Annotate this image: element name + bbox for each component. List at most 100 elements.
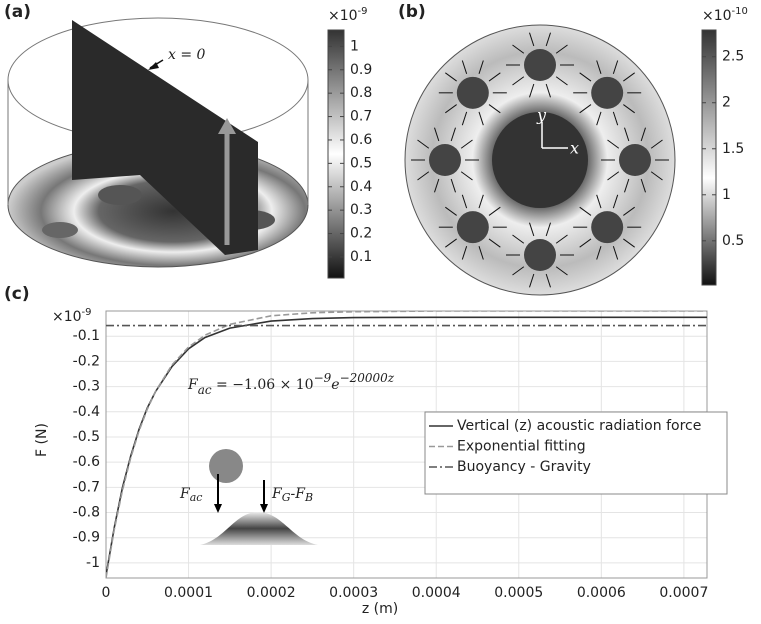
inset-part: F (271, 486, 283, 502)
colorbar-tick-label: 0.4 (350, 179, 372, 195)
field-node (429, 144, 461, 176)
field-node (524, 49, 556, 81)
field-arrow (607, 171, 620, 181)
field-arrow (512, 76, 525, 86)
eq-part: F (187, 377, 199, 393)
field-node (619, 144, 651, 176)
x-tick-label: 0.0007 (659, 585, 708, 601)
field-arrow (461, 246, 468, 260)
colorbar-tick-label: 0.8 (350, 85, 372, 101)
field-arrow (445, 206, 457, 216)
chart-layer: (a) x = 0 (b) y x (c) ×10-9 0.1 0.2 0.3 0.4 0… (4, 2, 748, 617)
field-arrow (488, 238, 501, 248)
panel-label: (a) (4, 2, 31, 22)
field-arrows (411, 32, 669, 288)
colorbar-tick-label: 2 (722, 95, 731, 111)
legend-label: Buoyancy - Gravity (457, 459, 591, 475)
field-arrow (624, 127, 630, 142)
field-arrow (555, 234, 568, 244)
colorbar-tick-label: 0.1 (350, 249, 372, 265)
field-arrow (650, 171, 663, 181)
y-tick-label: -0.7 (73, 479, 100, 495)
inset-arrowhead (260, 504, 268, 513)
field-arrow (545, 32, 551, 47)
scale-exponent: -9 (82, 307, 92, 318)
field-arrow (529, 273, 535, 288)
field-arrow (596, 60, 602, 74)
field-arrow (529, 83, 535, 98)
x-tick-label: 0.0002 (247, 585, 296, 601)
panel-label: (c) (4, 284, 30, 304)
colorbar-tick-label: 0.3 (350, 202, 372, 218)
axis-label: x (570, 139, 579, 158)
field-arrow (445, 238, 457, 248)
field-arrow (555, 76, 568, 86)
field-arrow (512, 44, 525, 54)
field-arrow (612, 60, 619, 74)
field-arrow (460, 139, 473, 149)
y-tick-label: -0.2 (73, 353, 100, 369)
eq-sup: −9 (314, 371, 332, 385)
colorbar-tick-label: 0.9 (350, 62, 372, 78)
field-arrow (488, 104, 501, 114)
field-arrow (623, 104, 635, 114)
field-arrow (512, 266, 525, 276)
field-arrow (640, 178, 646, 193)
field-arrow (607, 139, 620, 149)
colorbar-tick-label: 0.7 (350, 109, 372, 125)
field-arrow (460, 171, 473, 181)
y-tick-label: -1 (86, 555, 100, 571)
colorbar-tick-label: 1 (722, 187, 731, 203)
scale-label: ×10-9 (328, 6, 368, 24)
field-arrow (623, 72, 635, 82)
y-tick-label: -0.3 (73, 379, 100, 395)
colorbar-tick-label: 1 (350, 38, 359, 54)
y-tick-label: -0.4 (73, 404, 100, 420)
y-tick-label: -0.1 (73, 328, 100, 344)
field-arrow (434, 178, 440, 193)
field-arrow (640, 127, 646, 142)
eq-part: e (331, 377, 339, 393)
field-arrow (623, 238, 635, 248)
x-tick-label: 0 (102, 585, 111, 601)
field-arrow (545, 83, 551, 98)
field-arrow (579, 238, 592, 248)
inset-part: -F (291, 486, 307, 502)
field-arrow (445, 72, 457, 82)
legend-label: Exponential fitting (457, 439, 586, 455)
field-arrow (596, 111, 602, 126)
y-tick-label: -0.8 (73, 505, 100, 521)
inset-sub: G (282, 491, 291, 504)
y-tick-label: -0.9 (73, 530, 100, 546)
inset-sphere (209, 449, 243, 483)
field-arrow (450, 178, 456, 193)
field-arrow (478, 194, 484, 209)
field-arrow (612, 194, 619, 209)
inset-label: Fac (179, 486, 202, 504)
field-arrow (545, 222, 551, 237)
colorbar (327, 29, 345, 279)
colorbar-tick-label: 0.5 (350, 155, 372, 171)
colorbar-tick-label: 1.5 (722, 141, 744, 157)
colorbar-tick-label: 0.5 (722, 233, 744, 249)
eq-sup: −20000z (340, 371, 395, 385)
field-arrow (596, 194, 602, 209)
field-arrow (461, 194, 468, 209)
field-arrow (579, 72, 592, 82)
series-line (106, 311, 707, 578)
x-tick-label: 0.0003 (329, 585, 378, 601)
field-arrow (612, 111, 619, 126)
scale-label: ×10-9 (52, 307, 92, 325)
field-arrow (434, 127, 440, 142)
field-arrow (555, 266, 568, 276)
field-arrow (478, 246, 484, 260)
field-arrow (579, 206, 592, 216)
field-arrow (612, 246, 619, 260)
equation: Fac = −1.06 × 10−9e−20000z (187, 371, 395, 397)
x-axis-label: z (m) (362, 601, 398, 617)
field-node (524, 239, 556, 271)
field-arrow (529, 32, 535, 47)
field-arrow (512, 234, 525, 244)
inset-part: F (179, 486, 191, 502)
